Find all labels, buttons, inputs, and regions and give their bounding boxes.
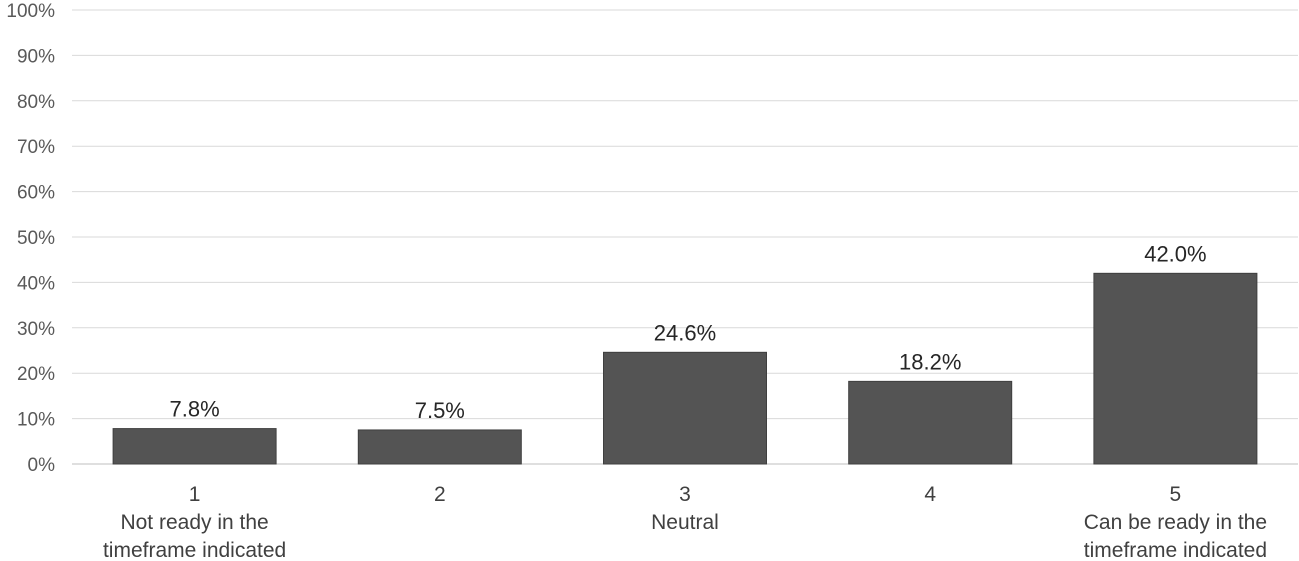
y-tick-label: 100% [6, 1, 55, 22]
x-tick-label-line: Neutral [651, 511, 719, 534]
x-tick-label-line: timeframe indicated [103, 539, 286, 561]
x-tick-label-line: 1 [189, 483, 201, 506]
bar [1093, 272, 1258, 465]
x-tick-label-line: 3 [679, 483, 691, 506]
y-tick-label: 50% [17, 228, 55, 249]
x-tick-label-line: Can be ready in the [1084, 511, 1267, 534]
bar [848, 380, 1013, 465]
x-axis-ticks: 1 Not ready in the timeframe indicated 2 3 Ne… [103, 483, 1267, 561]
y-tick-label: 70% [17, 137, 55, 158]
y-tick-label: 0% [28, 455, 56, 476]
x-tick-label-line: 5 [1170, 483, 1182, 506]
data-label: 18.2% [899, 349, 961, 374]
bar [603, 351, 767, 465]
x-tick-label: 1 Not ready in the timeframe indicated [103, 483, 286, 561]
y-tick-label: 40% [17, 273, 55, 294]
y-tick-label: 90% [17, 46, 55, 67]
x-tick-label-line: timeframe indicated [1084, 539, 1267, 561]
x-tick-label: 3 Neutral [651, 483, 719, 534]
y-tick-label: 80% [17, 92, 55, 113]
bar [112, 428, 277, 465]
x-tick-label: 5 Can be ready in the timeframe indicated [1084, 483, 1267, 561]
x-tick-label: 2 [434, 483, 446, 506]
y-tick-label: 60% [17, 183, 55, 204]
bars [112, 272, 1258, 465]
y-tick-label: 10% [17, 410, 55, 431]
bar [357, 429, 522, 465]
x-tick-label-line: Not ready in the [120, 511, 268, 534]
data-label: 42.0% [1144, 241, 1206, 266]
gridlines [72, 9, 1298, 465]
data-label: 7.8% [170, 397, 220, 422]
y-tick-label: 20% [17, 364, 55, 385]
x-tick-label: 4 [924, 483, 936, 506]
x-tick-label-line: 2 [434, 483, 446, 506]
data-labels: 7.8% 7.5% 24.6% 18.2% 42.0% [170, 241, 1207, 423]
y-axis-ticks: 0% 10% 20% 30% 40% 50% 60% 70% 80% 90% 100% [6, 1, 55, 476]
data-label: 24.6% [654, 320, 716, 345]
y-tick-label: 30% [17, 319, 55, 340]
data-label: 7.5% [415, 398, 465, 423]
x-tick-label-line: 4 [924, 483, 936, 506]
